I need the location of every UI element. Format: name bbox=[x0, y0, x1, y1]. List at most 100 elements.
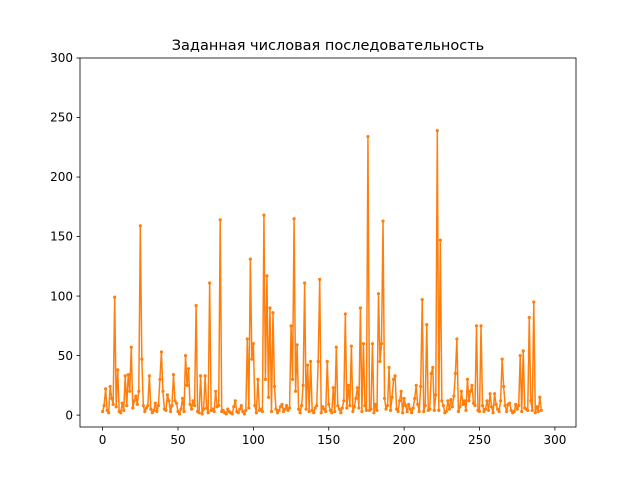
data-point bbox=[500, 357, 504, 361]
data-point bbox=[333, 409, 337, 414]
data-point bbox=[395, 407, 399, 411]
data-point bbox=[206, 411, 210, 415]
data-point bbox=[250, 357, 254, 361]
data-point bbox=[292, 217, 296, 221]
data-point bbox=[119, 411, 123, 415]
data-point bbox=[283, 407, 287, 411]
data-point bbox=[348, 403, 352, 408]
data-point bbox=[277, 408, 281, 412]
data-point bbox=[102, 403, 106, 408]
data-point bbox=[536, 409, 540, 414]
data-point bbox=[263, 377, 268, 381]
data-point bbox=[473, 403, 477, 408]
data-point bbox=[360, 409, 364, 414]
data-point bbox=[447, 407, 451, 411]
data-point bbox=[319, 411, 323, 415]
data-point bbox=[182, 409, 186, 414]
data-point bbox=[372, 411, 376, 415]
data-point bbox=[247, 406, 251, 410]
data-point bbox=[110, 396, 114, 401]
data-point bbox=[174, 401, 179, 405]
data-point bbox=[438, 238, 442, 242]
data-point bbox=[104, 387, 108, 391]
data-point bbox=[176, 409, 180, 414]
data-point bbox=[126, 373, 130, 377]
data-point bbox=[450, 405, 454, 409]
data-point bbox=[144, 406, 148, 410]
data-point bbox=[482, 409, 486, 414]
data-point bbox=[113, 295, 117, 299]
data-point bbox=[186, 367, 191, 371]
data-point bbox=[402, 396, 406, 401]
data-point bbox=[226, 407, 230, 411]
data-point bbox=[310, 408, 314, 412]
data-point bbox=[325, 359, 329, 364]
data-point bbox=[444, 409, 448, 414]
data-point bbox=[396, 409, 400, 414]
data-point bbox=[526, 408, 530, 412]
data-point bbox=[129, 345, 133, 349]
data-point bbox=[529, 399, 533, 403]
data-point bbox=[535, 405, 539, 409]
data-point bbox=[167, 399, 171, 403]
data-point bbox=[153, 401, 157, 405]
data-point bbox=[375, 408, 379, 412]
data-point bbox=[111, 402, 115, 406]
data-point bbox=[156, 403, 160, 408]
data-point bbox=[307, 409, 311, 414]
data-point bbox=[505, 409, 509, 414]
data-point bbox=[355, 386, 359, 390]
data-point bbox=[147, 374, 151, 378]
data-point bbox=[458, 405, 462, 409]
data-point bbox=[429, 371, 433, 376]
data-point bbox=[492, 392, 497, 396]
data-point bbox=[461, 402, 465, 406]
data-point bbox=[107, 411, 111, 415]
data-point bbox=[378, 359, 382, 364]
data-point bbox=[188, 402, 192, 406]
data-point bbox=[479, 324, 483, 328]
data-point bbox=[358, 306, 363, 310]
data-point bbox=[239, 403, 243, 408]
data-point bbox=[459, 389, 464, 393]
data-point bbox=[260, 409, 265, 414]
data-point bbox=[301, 383, 305, 387]
data-point bbox=[539, 408, 543, 412]
data-point bbox=[518, 353, 522, 358]
data-point bbox=[471, 401, 476, 405]
data-point bbox=[512, 409, 516, 414]
data-point bbox=[407, 402, 411, 406]
data-point bbox=[321, 405, 325, 409]
y-tick-label: 50 bbox=[58, 349, 73, 363]
data-point bbox=[357, 406, 361, 410]
data-point bbox=[379, 342, 384, 346]
data-point bbox=[408, 407, 412, 411]
data-point bbox=[284, 403, 289, 408]
data-point bbox=[278, 405, 283, 409]
data-point bbox=[140, 357, 144, 361]
data-point bbox=[262, 213, 266, 217]
data-point bbox=[483, 407, 488, 411]
data-point bbox=[244, 408, 248, 412]
data-point bbox=[254, 411, 258, 415]
data-point bbox=[334, 345, 338, 349]
data-point bbox=[137, 389, 141, 393]
data-point bbox=[242, 412, 246, 416]
data-point bbox=[361, 342, 366, 346]
data-point bbox=[425, 323, 429, 327]
data-point bbox=[508, 401, 512, 405]
data-point bbox=[218, 218, 222, 222]
data-point bbox=[265, 274, 269, 278]
data-point bbox=[336, 403, 340, 408]
data-point bbox=[391, 377, 396, 381]
data-point bbox=[502, 384, 506, 389]
data-point bbox=[236, 411, 240, 415]
x-tick-label: 250 bbox=[468, 433, 491, 447]
data-point bbox=[161, 389, 165, 393]
data-point bbox=[132, 399, 136, 403]
data-point bbox=[212, 409, 216, 414]
data-point bbox=[125, 403, 129, 408]
data-point bbox=[343, 312, 347, 316]
data-point bbox=[485, 399, 489, 403]
data-point bbox=[499, 399, 503, 403]
